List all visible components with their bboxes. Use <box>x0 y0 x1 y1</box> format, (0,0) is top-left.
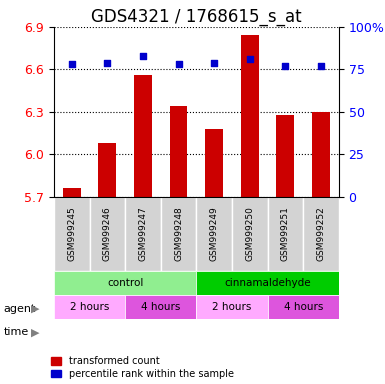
Point <box>318 63 324 69</box>
Point <box>176 61 182 67</box>
Text: control: control <box>107 278 143 288</box>
FancyBboxPatch shape <box>303 197 339 271</box>
Text: GSM999251: GSM999251 <box>281 207 290 262</box>
FancyBboxPatch shape <box>125 295 196 319</box>
Bar <box>99 143 116 197</box>
Bar <box>276 114 294 197</box>
Bar <box>205 129 223 197</box>
Text: 4 hours: 4 hours <box>283 302 323 312</box>
Point <box>282 63 288 69</box>
Text: 4 hours: 4 hours <box>141 302 181 312</box>
Text: agent: agent <box>4 304 36 314</box>
Text: cinnamaldehyde: cinnamaldehyde <box>224 278 311 288</box>
Point <box>69 61 75 67</box>
Text: 2 hours: 2 hours <box>70 302 109 312</box>
FancyBboxPatch shape <box>196 197 232 271</box>
Text: GSM999247: GSM999247 <box>139 207 147 261</box>
FancyBboxPatch shape <box>232 197 268 271</box>
Bar <box>241 35 259 197</box>
Bar <box>312 112 330 197</box>
FancyBboxPatch shape <box>161 197 196 271</box>
Text: GSM999245: GSM999245 <box>67 207 76 261</box>
FancyBboxPatch shape <box>196 271 339 295</box>
FancyBboxPatch shape <box>90 197 125 271</box>
Text: GSM999250: GSM999250 <box>245 207 254 262</box>
Legend: transformed count, percentile rank within the sample: transformed count, percentile rank withi… <box>51 356 234 379</box>
Text: GSM999246: GSM999246 <box>103 207 112 261</box>
Text: 2 hours: 2 hours <box>212 302 252 312</box>
Text: GSM999248: GSM999248 <box>174 207 183 261</box>
Bar <box>63 188 80 197</box>
Point <box>104 60 110 66</box>
FancyBboxPatch shape <box>196 295 268 319</box>
FancyBboxPatch shape <box>54 295 125 319</box>
FancyBboxPatch shape <box>125 197 161 271</box>
Bar <box>134 75 152 197</box>
Text: ▶: ▶ <box>31 304 39 314</box>
Point <box>211 60 217 66</box>
Point <box>247 56 253 62</box>
FancyBboxPatch shape <box>268 295 339 319</box>
Text: ▶: ▶ <box>31 327 39 337</box>
Text: GSM999252: GSM999252 <box>316 207 325 261</box>
FancyBboxPatch shape <box>268 197 303 271</box>
FancyBboxPatch shape <box>54 271 196 295</box>
Text: GSM999249: GSM999249 <box>210 207 219 261</box>
Title: GDS4321 / 1768615_s_at: GDS4321 / 1768615_s_at <box>91 8 302 26</box>
Bar <box>170 106 187 197</box>
Text: time: time <box>4 327 29 337</box>
Point <box>140 53 146 59</box>
FancyBboxPatch shape <box>54 197 90 271</box>
